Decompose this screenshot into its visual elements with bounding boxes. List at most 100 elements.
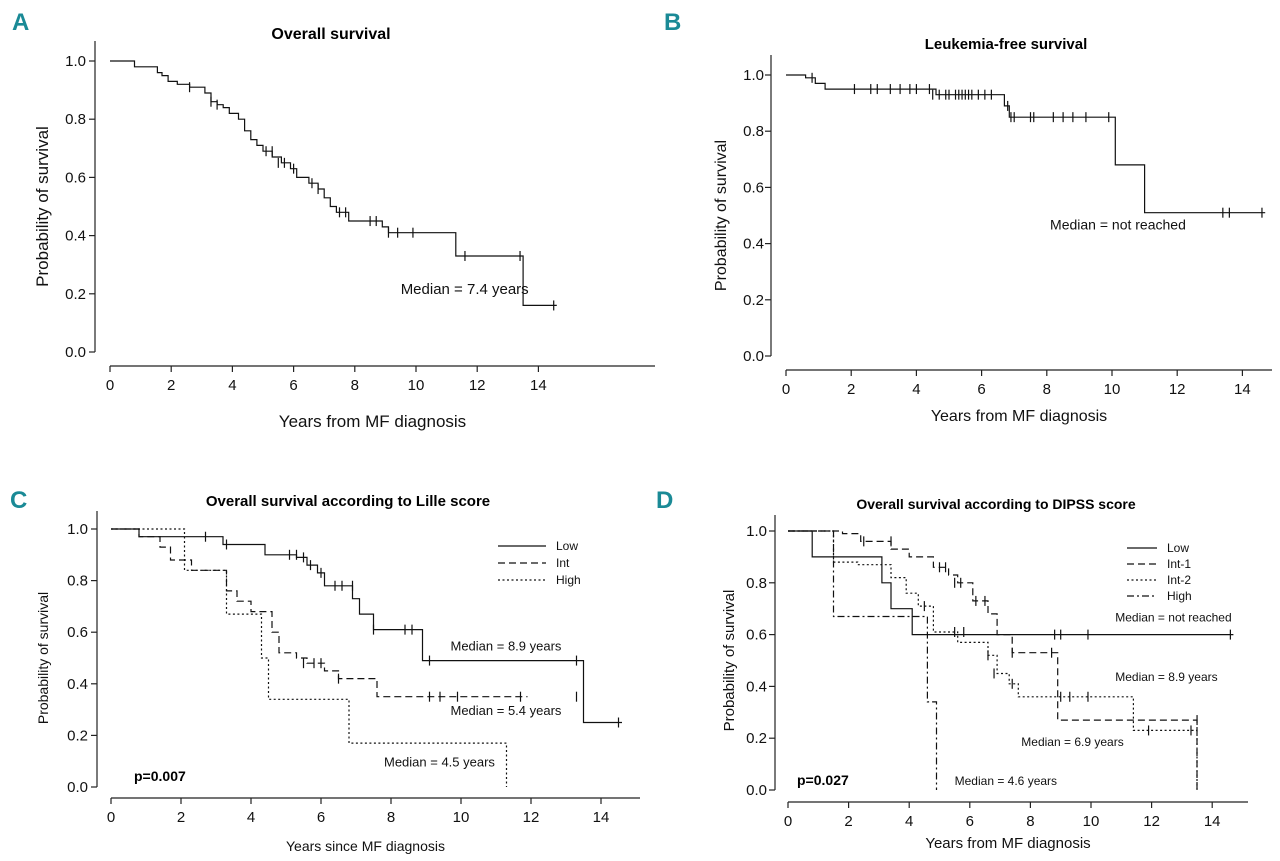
y-tick-label: 0.8 (746, 575, 767, 592)
x-tick-label: 8 (1026, 813, 1034, 830)
y-tick-label: 0.2 (67, 727, 88, 744)
x-tick-label: 4 (912, 381, 920, 398)
median-annotation: Median = 4.5 years (384, 754, 495, 769)
x-tick-label: 0 (782, 381, 790, 398)
median-annotation: Median = not reached (1050, 217, 1186, 233)
x-tick-label: 4 (228, 377, 236, 394)
y-tick-label: 0.2 (65, 286, 86, 303)
x-tick-label: 10 (408, 377, 425, 394)
y-tick-label: 1.0 (746, 523, 767, 540)
y-tick-label: 0.4 (65, 228, 86, 245)
x-axis-label: Years since MF diagnosis (286, 838, 445, 854)
x-tick-label: 8 (351, 377, 359, 394)
median-annotation: Median = not reached (1115, 611, 1231, 625)
x-tick-label: 12 (469, 377, 486, 394)
legend-label: Low (1167, 541, 1189, 555)
median-annotation: Median = 8.9 years (451, 638, 562, 653)
panel-c: C Overall survival according to Lille sc… (10, 487, 640, 854)
legend-label: Int-1 (1167, 557, 1191, 571)
y-tick-label: 1.0 (67, 521, 88, 538)
x-tick-label: 4 (247, 809, 255, 826)
y-tick-label: 0.4 (67, 676, 88, 693)
y-tick-label: 0.6 (65, 169, 86, 186)
p-value-label: p=0.027 (797, 772, 849, 788)
y-tick-label: 1.0 (65, 53, 86, 70)
panel-a: A Overall survival 0.0 0.2 0.4 0.6 0.8 1.0 0 2 4… (12, 9, 655, 431)
chart-title-a: Overall survival (271, 26, 390, 43)
x-tick-label: 12 (1169, 381, 1186, 398)
chart-title-b: Leukemia-free survival (925, 36, 1088, 53)
series-line-low (788, 530, 1234, 636)
x-axis-label: Years from MF diagnosis (925, 835, 1090, 852)
y-axis-label: Probability of survival (721, 590, 738, 732)
legend-label: Low (556, 539, 578, 553)
y-tick-label: 1.0 (743, 67, 764, 84)
y-tick-label: 0.6 (67, 624, 88, 641)
y-tick-label: 0.0 (743, 348, 764, 365)
y-tick-label: 0.0 (65, 344, 86, 361)
p-value-label: p=0.007 (134, 768, 186, 784)
x-tick-label: 14 (530, 377, 547, 394)
y-tick-label: 0.0 (67, 779, 88, 796)
y-tick-label: 0.2 (746, 730, 767, 747)
x-tick-label: 10 (1104, 381, 1121, 398)
x-tick-label: 10 (453, 809, 470, 826)
y-axis-label: Probability of survival (35, 592, 51, 724)
series-line-int-1 (788, 530, 1198, 790)
y-tick-label: 0.4 (743, 236, 764, 253)
x-tick-label: 8 (1043, 381, 1051, 398)
y-axis-label: Probability of survival (713, 140, 730, 291)
y-tick-label: 0.8 (67, 573, 88, 590)
x-tick-label: 14 (593, 809, 610, 826)
series-line-int (111, 528, 528, 698)
panel-b: B Leukemia-free survival 0.0 0.2 0.4 0.6 0.8… (664, 9, 1272, 425)
x-tick-label: 6 (289, 377, 297, 394)
y-tick-label: 0.6 (743, 179, 764, 196)
panel-letter-d: D (656, 487, 673, 514)
median-annotation: Median = 5.4 years (451, 703, 562, 718)
legend-label: Int-2 (1167, 573, 1191, 587)
median-annotation: Median = 4.6 years (955, 774, 1057, 788)
median-annotation: Median = 6.9 years (1021, 735, 1123, 749)
panel-letter-c: C (10, 487, 27, 514)
x-tick-label: 6 (317, 809, 325, 826)
panel-letter-b: B (664, 9, 681, 36)
x-tick-label: 10 (1083, 813, 1100, 830)
chart-title-c: Overall survival according to Lille scor… (206, 493, 490, 510)
x-tick-label: 2 (847, 381, 855, 398)
series-line-high (788, 530, 938, 790)
x-tick-label: 2 (167, 377, 175, 394)
x-tick-label: 2 (844, 813, 852, 830)
series-line-leukemia-free (786, 74, 1266, 214)
y-tick-label: 0.6 (746, 627, 767, 644)
x-tick-label: 2 (177, 809, 185, 826)
legend-label: High (1167, 589, 1192, 603)
median-annotation: Median = 8.9 years (1115, 670, 1217, 684)
median-annotation: Median = 7.4 years (401, 281, 529, 298)
y-tick-label: 0.0 (746, 782, 767, 799)
x-tick-label: 0 (106, 377, 114, 394)
legend-label: Int (556, 556, 570, 570)
x-tick-label: 12 (1143, 813, 1160, 830)
chart-title-d: Overall survival according to DIPSS scor… (856, 496, 1136, 512)
x-tick-label: 6 (977, 381, 985, 398)
y-axis-label: Probability of survival (33, 126, 52, 287)
series-line-overall (110, 60, 557, 306)
y-tick-label: 0.8 (743, 123, 764, 140)
panel-d: D Overall survival according to DIPSS sc… (656, 487, 1248, 852)
x-axis-label: Years from MF diagnosis (931, 408, 1107, 425)
x-tick-label: 12 (523, 809, 540, 826)
x-tick-label: 0 (107, 809, 115, 826)
y-tick-label: 0.8 (65, 111, 86, 128)
panel-letter-a: A (12, 9, 29, 36)
y-tick-label: 0.4 (746, 678, 767, 695)
x-tick-label: 4 (905, 813, 913, 830)
x-tick-label: 0 (784, 813, 792, 830)
series-line-low (111, 528, 622, 724)
legend-label: High (556, 573, 581, 587)
x-tick-label: 6 (966, 813, 974, 830)
x-tick-label: 14 (1234, 381, 1251, 398)
series-line-high (111, 528, 508, 787)
x-tick-label: 14 (1204, 813, 1221, 830)
